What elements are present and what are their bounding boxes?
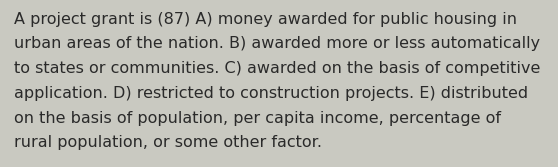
Text: A project grant is (87) A) money awarded for public housing in: A project grant is (87) A) money awarded… — [14, 12, 517, 27]
Text: urban areas of the nation. B) awarded more or less automatically: urban areas of the nation. B) awarded mo… — [14, 36, 540, 51]
Text: to states or communities. C) awarded on the basis of competitive: to states or communities. C) awarded on … — [14, 61, 540, 76]
Text: rural population, or some other factor.: rural population, or some other factor. — [14, 135, 322, 150]
Text: application. D) restricted to construction projects. E) distributed: application. D) restricted to constructi… — [14, 86, 528, 101]
Text: on the basis of population, per capita income, percentage of: on the basis of population, per capita i… — [14, 111, 501, 126]
